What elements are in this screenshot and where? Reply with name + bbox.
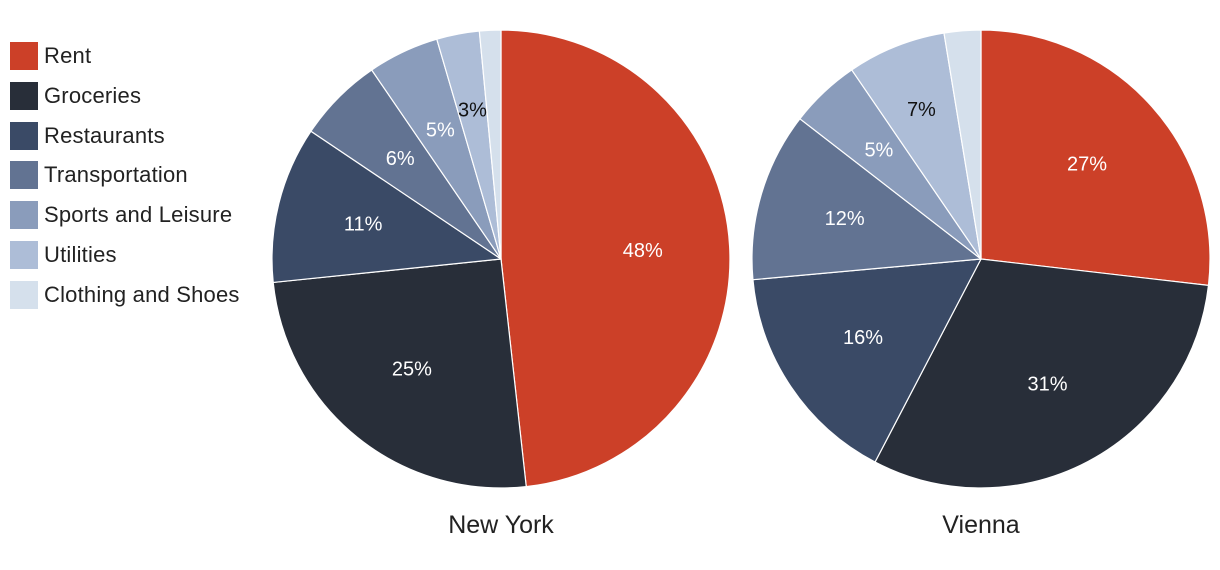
legend-label-rent: Rent <box>44 43 92 68</box>
chart-title-new-york: New York <box>448 511 554 539</box>
legend-swatch-transportation <box>10 161 38 190</box>
legend-item-clothing-and-shoes: Clothing and Shoes <box>10 280 240 309</box>
slice-label-vienna-utilities: 7% <box>907 99 936 121</box>
legend-swatch-utilities <box>10 240 38 269</box>
legend-item-groceries: Groceries <box>10 81 240 110</box>
legend-item-restaurants: Restaurants <box>10 121 240 150</box>
slice-label-vienna-transportation: 12% <box>825 208 865 230</box>
slice-label-new-york-rent: 48% <box>623 240 663 262</box>
pie-slice-new-york-restaurants <box>271 130 502 284</box>
chart-legend: Rent Groceries Restaurants Transportatio… <box>10 42 240 321</box>
slice-label-vienna-restaurants: 16% <box>843 327 883 349</box>
pie-slice-vienna-restaurants <box>752 258 982 463</box>
legend-swatch-restaurants <box>10 121 38 150</box>
slice-label-vienna-groceries: 31% <box>1027 374 1067 396</box>
legend-item-sports-and-leisure: Sports and Leisure <box>10 201 240 230</box>
legend-swatch-groceries <box>10 81 38 110</box>
pie-slice-vienna-clothing-and-shoes <box>943 29 982 260</box>
legend-item-utilities: Utilities <box>10 240 240 269</box>
legend-label-sports-and-leisure: Sports and Leisure <box>44 202 233 228</box>
legend-item-transportation: Transportation <box>10 161 240 190</box>
pie-slice-vienna-transportation <box>751 118 982 281</box>
legend-item-rent: Rent <box>10 42 240 70</box>
legend-swatch-rent <box>10 42 38 70</box>
legend-label-clothing-and-shoes: Clothing and Shoes <box>44 281 240 307</box>
legend-swatch-sports-and-leisure <box>10 201 38 230</box>
legend-label-restaurants: Restaurants <box>44 122 165 148</box>
legend-label-utilities: Utilities <box>44 241 117 267</box>
slice-label-vienna-rent: 27% <box>1067 154 1107 176</box>
pie-slice-new-york-groceries <box>272 258 527 489</box>
slice-label-new-york-groceries: 25% <box>392 359 432 381</box>
legend-label-groceries: Groceries <box>44 82 142 108</box>
slice-label-new-york-utilities: 3% <box>458 100 487 122</box>
slice-label-vienna-sports-and-leisure: 5% <box>864 140 893 162</box>
pie-slice-new-york-clothing-and-shoes <box>478 29 502 260</box>
slice-label-new-york-sports-and-leisure: 5% <box>426 120 455 142</box>
pie-chart-vienna: 27% 31% 16% 12% 5% 7% Vienna <box>751 29 1211 539</box>
legend-label-transportation: Transportation <box>44 162 188 188</box>
pie-slice-vienna-groceries <box>874 258 1210 489</box>
pie-slice-vienna-rent <box>980 29 1211 286</box>
slice-label-new-york-restaurants: 11% <box>344 214 383 236</box>
legend-swatch-clothing-and-shoes <box>10 280 38 309</box>
pie-slice-new-york-rent <box>500 29 731 488</box>
pie-chart-new-york: 48% 25% 11% 6% 5%3% New York <box>271 29 731 539</box>
slice-label-new-york-transportation: 6% <box>386 148 415 170</box>
chart-title-vienna: Vienna <box>942 511 1019 539</box>
